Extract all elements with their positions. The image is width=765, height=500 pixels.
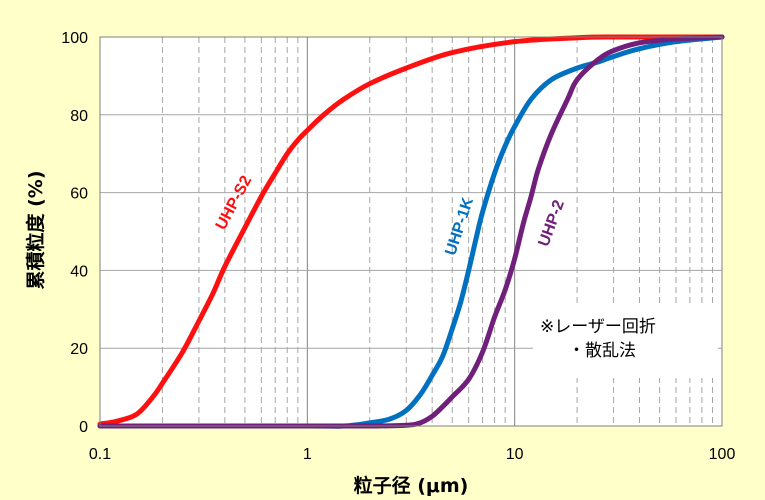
annotation-method-line2: ・散乱法: [568, 341, 636, 361]
series-line-uhp-2: [97, 34, 725, 429]
y-tick-label: 40: [70, 263, 88, 280]
x-tick-label: 0.1: [89, 446, 111, 463]
x-tick-labels: 0.1 1 10 100: [89, 446, 736, 463]
y-tick-label: 80: [70, 108, 88, 125]
annotation-box: [533, 303, 718, 378]
y-tick-label: 20: [70, 341, 88, 358]
y-tick-label: 0: [79, 419, 88, 436]
series-lines: [97, 34, 725, 429]
y-tick-label: 100: [61, 30, 88, 47]
x-axis-title: 粒子径 (μm): [354, 474, 469, 497]
y-tick-labels: 0 20 40 60 80 100: [61, 30, 88, 436]
y-tick-label: 60: [70, 186, 88, 203]
plot-frame: [99, 36, 723, 427]
annotation-method-line1: ※レーザー回折: [540, 317, 656, 337]
x-tick-label: 10: [506, 446, 524, 463]
y-axis-title: 累積粒度 (%): [24, 170, 47, 289]
series-line-uhp-s2: [97, 34, 725, 427]
x-tick-label: 100: [709, 446, 736, 463]
x-tick-label: 1: [303, 446, 312, 463]
